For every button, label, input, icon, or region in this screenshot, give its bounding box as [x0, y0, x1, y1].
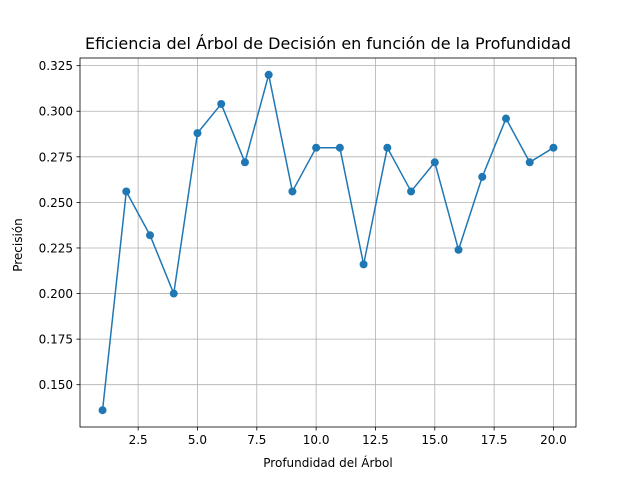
- data-point: [122, 187, 131, 196]
- data-point: [217, 99, 226, 108]
- y-tick-label: 0.275: [39, 150, 73, 164]
- y-tick-label: 0.300: [39, 105, 73, 119]
- data-point: [240, 158, 249, 167]
- plot-frame: [79, 57, 577, 428]
- x-tick-label: 10.0: [303, 433, 330, 447]
- series-line: [101, 74, 554, 411]
- data-point: [549, 143, 558, 152]
- y-tick-label: 0.200: [39, 287, 73, 301]
- axis-ticks: 2.5 5.0 7.5 10.0 12.5 15.0 17.5 20.0 0.150 0.175 0…: [39, 59, 567, 447]
- x-tick-label: 7.5: [247, 433, 266, 447]
- x-tick-label: 2.5: [129, 433, 148, 447]
- grid-lines: [80, 58, 576, 427]
- data-point: [359, 260, 368, 269]
- x-tick-label: 12.5: [362, 433, 389, 447]
- data-point: [335, 143, 344, 152]
- data-point: [264, 70, 273, 79]
- data-point: [478, 172, 487, 181]
- y-tick-label: 0.150: [39, 378, 73, 392]
- y-tick-label: 0.225: [39, 241, 73, 255]
- data-point: [288, 187, 297, 196]
- data-point: [312, 143, 321, 152]
- data-point: [430, 158, 439, 167]
- x-axis-label: Profundidad del Árbol: [263, 455, 392, 470]
- y-axis-label: Precisión: [11, 218, 25, 272]
- data-point: [383, 143, 392, 152]
- data-point: [525, 158, 534, 167]
- data-point: [98, 406, 107, 415]
- data-point: [169, 289, 178, 298]
- data-point: [501, 114, 510, 123]
- data-point: [454, 245, 463, 254]
- y-tick-label: 0.250: [39, 196, 73, 210]
- y-tick-label: 0.175: [39, 333, 73, 347]
- plot-area: 2.5 5.0 7.5 10.0 12.5 15.0 17.5 20.0 0.150 0.175 0…: [39, 57, 577, 447]
- data-point: [146, 231, 155, 240]
- x-tick-label: 17.5: [481, 433, 508, 447]
- x-tick-label: 5.0: [188, 433, 207, 447]
- data-point: [407, 187, 416, 196]
- series-layer: [98, 70, 558, 415]
- chart-title: Eficiencia del Árbol de Decisión en func…: [85, 34, 571, 53]
- y-tick-label: 0.325: [39, 59, 73, 73]
- data-point: [193, 129, 202, 138]
- x-tick-label: 15.0: [421, 433, 448, 447]
- x-tick-label: 20.0: [540, 433, 567, 447]
